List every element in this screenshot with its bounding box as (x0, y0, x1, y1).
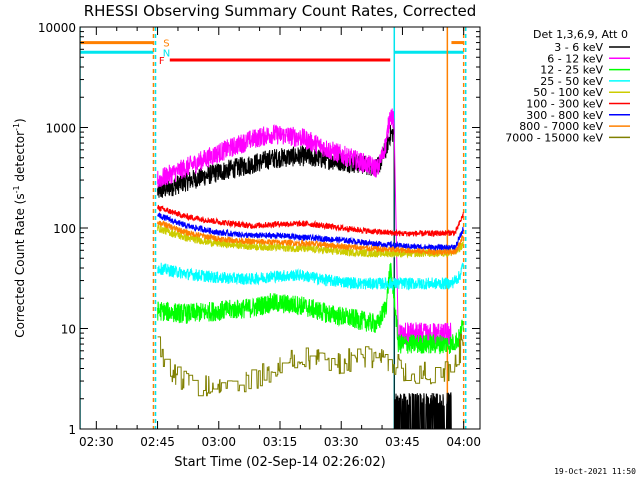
flag-label-n: N (163, 48, 170, 59)
series-trace-3 (157, 262, 464, 291)
legend-label: 300 - 800 keV (526, 109, 603, 122)
x-tick-label: 03:30 (324, 435, 359, 449)
plot-area: SNF (80, 27, 467, 429)
y-axis-label: Corrected Count Rate (s-1 detector-1) (12, 118, 27, 337)
series-trace-8 (157, 333, 464, 397)
series-trace-0 (157, 123, 452, 429)
y-tick-label: 1000 (45, 122, 76, 136)
legend-label: 50 - 100 keV (533, 86, 603, 99)
y-axis-label-mid: detector (13, 131, 27, 186)
series-trace-7 (157, 220, 464, 257)
legend-label: 6 - 12 keV (547, 52, 603, 65)
y-tick-label: 10 (61, 323, 76, 337)
x-tick-label: 04:00 (446, 435, 481, 449)
x-tick-label: 02:45 (140, 435, 175, 449)
series-trace-2 (157, 262, 464, 355)
legend-label: 100 - 300 keV (526, 98, 603, 111)
series-trace-6 (157, 212, 464, 252)
y-axis-label-end: ) (13, 118, 27, 123)
x-tick-label: 03:15 (263, 435, 298, 449)
generation-timestamp: 19-Oct-2021 11:50 (554, 467, 636, 476)
x-tick-label: 02:30 (79, 435, 114, 449)
y-tick-label: 1 (68, 423, 76, 437)
legend-title: Det 1,3,6,9, Att 0 (533, 28, 628, 41)
y-tick-label: 10000 (38, 21, 76, 35)
x-axis: 02:30 02:45 03:00 03:15 03:30 03:45 04:00 (79, 27, 481, 449)
flag-label-f: F (159, 56, 165, 67)
series-trace-5 (157, 204, 464, 238)
flag-label-s: S (163, 39, 169, 50)
y-axis-label-exp2: -1 (12, 123, 21, 131)
legend-label: 3 - 6 keV (554, 41, 603, 54)
legend-label: 7000 - 15000 keV (505, 131, 603, 144)
x-tick-label: 03:00 (201, 435, 236, 449)
legend-label: 12 - 25 keV (540, 64, 603, 77)
y-axis-label-main: Corrected Count Rate (s (13, 193, 27, 337)
legend-label: 25 - 50 keV (540, 75, 603, 88)
x-tick-label: 03:45 (385, 435, 420, 449)
y-axis-label-exp1: -1 (12, 185, 21, 193)
y-tick-label: 100 (53, 222, 76, 236)
legend-label: 800 - 7000 keV (519, 120, 603, 133)
y-axis: 1 10 100 1000 10000 (38, 21, 480, 437)
x-axis-label: Start Time (02-Sep-14 02:26:02) (174, 455, 385, 470)
chart-title: RHESSI Observing Summary Count Rates, Co… (84, 2, 477, 20)
